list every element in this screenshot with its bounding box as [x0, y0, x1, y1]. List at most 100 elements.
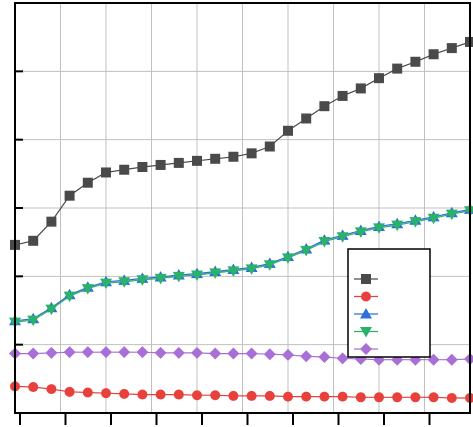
- series-1: [10, 36, 473, 250]
- data-point: [263, 260, 276, 271]
- data-point: [336, 232, 349, 243]
- legend-box: [347, 248, 431, 358]
- data-point: [81, 284, 94, 295]
- data-point: [410, 56, 421, 67]
- data-point: [246, 390, 257, 401]
- plot-frame: [14, 2, 471, 425]
- data-point: [392, 392, 403, 403]
- data-point: [301, 391, 312, 402]
- data-point: [136, 346, 149, 359]
- legend-marker: [361, 291, 371, 302]
- data-point: [192, 390, 202, 401]
- legend-item-3: [354, 308, 378, 319]
- data-point: [210, 390, 221, 401]
- data-point: [410, 392, 421, 403]
- data-point: [155, 389, 166, 400]
- data-point: [209, 268, 222, 279]
- legend-item-1: [354, 274, 378, 284]
- data-point: [282, 253, 294, 264]
- data-point: [264, 390, 275, 401]
- data-point: [101, 388, 111, 399]
- data-point: [209, 347, 222, 360]
- data-point: [63, 291, 76, 303]
- data-point: [355, 83, 366, 94]
- data-point: [119, 164, 130, 175]
- legend: [347, 248, 431, 358]
- data-point: [446, 43, 457, 54]
- data-point: [445, 209, 458, 221]
- data-point: [63, 346, 76, 359]
- data-point: [27, 347, 40, 360]
- data-point: [392, 63, 403, 74]
- data-point: [264, 141, 275, 152]
- data-point: [427, 213, 440, 225]
- data-point: [318, 350, 331, 363]
- data-point: [337, 90, 348, 101]
- data-point: [283, 125, 293, 136]
- data-point: [191, 346, 203, 359]
- data-point: [263, 348, 276, 361]
- data-point: [192, 155, 202, 166]
- data-point: [136, 275, 149, 286]
- data-point: [282, 348, 294, 361]
- data-point: [173, 157, 184, 168]
- data-point: [409, 217, 422, 228]
- data-point: [81, 346, 94, 359]
- data-point: [246, 148, 257, 159]
- data-point: [337, 391, 348, 402]
- data-point: [137, 162, 148, 172]
- data-point: [227, 266, 240, 277]
- data-point: [374, 73, 384, 84]
- legend-item-5: [354, 343, 378, 355]
- data-point: [82, 177, 93, 188]
- data-point: [101, 167, 111, 178]
- data-point: [374, 392, 384, 403]
- data-point: [28, 382, 39, 393]
- data-point: [300, 245, 313, 257]
- data-point: [137, 389, 148, 400]
- series-group: [9, 36, 473, 403]
- data-point: [319, 391, 330, 402]
- data-point: [355, 392, 366, 403]
- data-point: [428, 392, 439, 403]
- data-point: [100, 278, 112, 290]
- data-point: [172, 346, 185, 359]
- data-point: [464, 353, 473, 366]
- data-point: [119, 388, 130, 399]
- data-point: [155, 159, 166, 170]
- data-point: [373, 223, 385, 234]
- data-point: [354, 227, 367, 238]
- data-point: [428, 49, 439, 60]
- data-point: [228, 390, 239, 401]
- data-point: [46, 384, 57, 395]
- data-point: [118, 277, 131, 288]
- data-point: [173, 389, 184, 400]
- data-point: [300, 350, 313, 363]
- data-point: [64, 190, 75, 201]
- series-4: [9, 206, 473, 329]
- data-point: [46, 216, 57, 227]
- series-2: [10, 381, 473, 403]
- data-point: [45, 346, 58, 359]
- data-point: [154, 346, 167, 359]
- data-point: [100, 346, 112, 359]
- data-point: [283, 391, 293, 402]
- data-point: [445, 353, 458, 366]
- legend-marker: [361, 274, 371, 284]
- legend-marker: [360, 343, 372, 355]
- data-point: [245, 347, 258, 360]
- data-point: [446, 392, 457, 403]
- data-point: [154, 273, 167, 285]
- data-point: [27, 315, 40, 327]
- data-point: [172, 271, 185, 283]
- data-point: [191, 270, 203, 281]
- legend-marker: [360, 327, 372, 338]
- data-point: [64, 386, 75, 397]
- data-point: [118, 346, 131, 359]
- data-point: [318, 236, 331, 248]
- data-point: [228, 151, 239, 162]
- data-point: [301, 113, 312, 124]
- data-point: [82, 387, 93, 398]
- data-point: [391, 220, 404, 232]
- data-point: [245, 264, 258, 275]
